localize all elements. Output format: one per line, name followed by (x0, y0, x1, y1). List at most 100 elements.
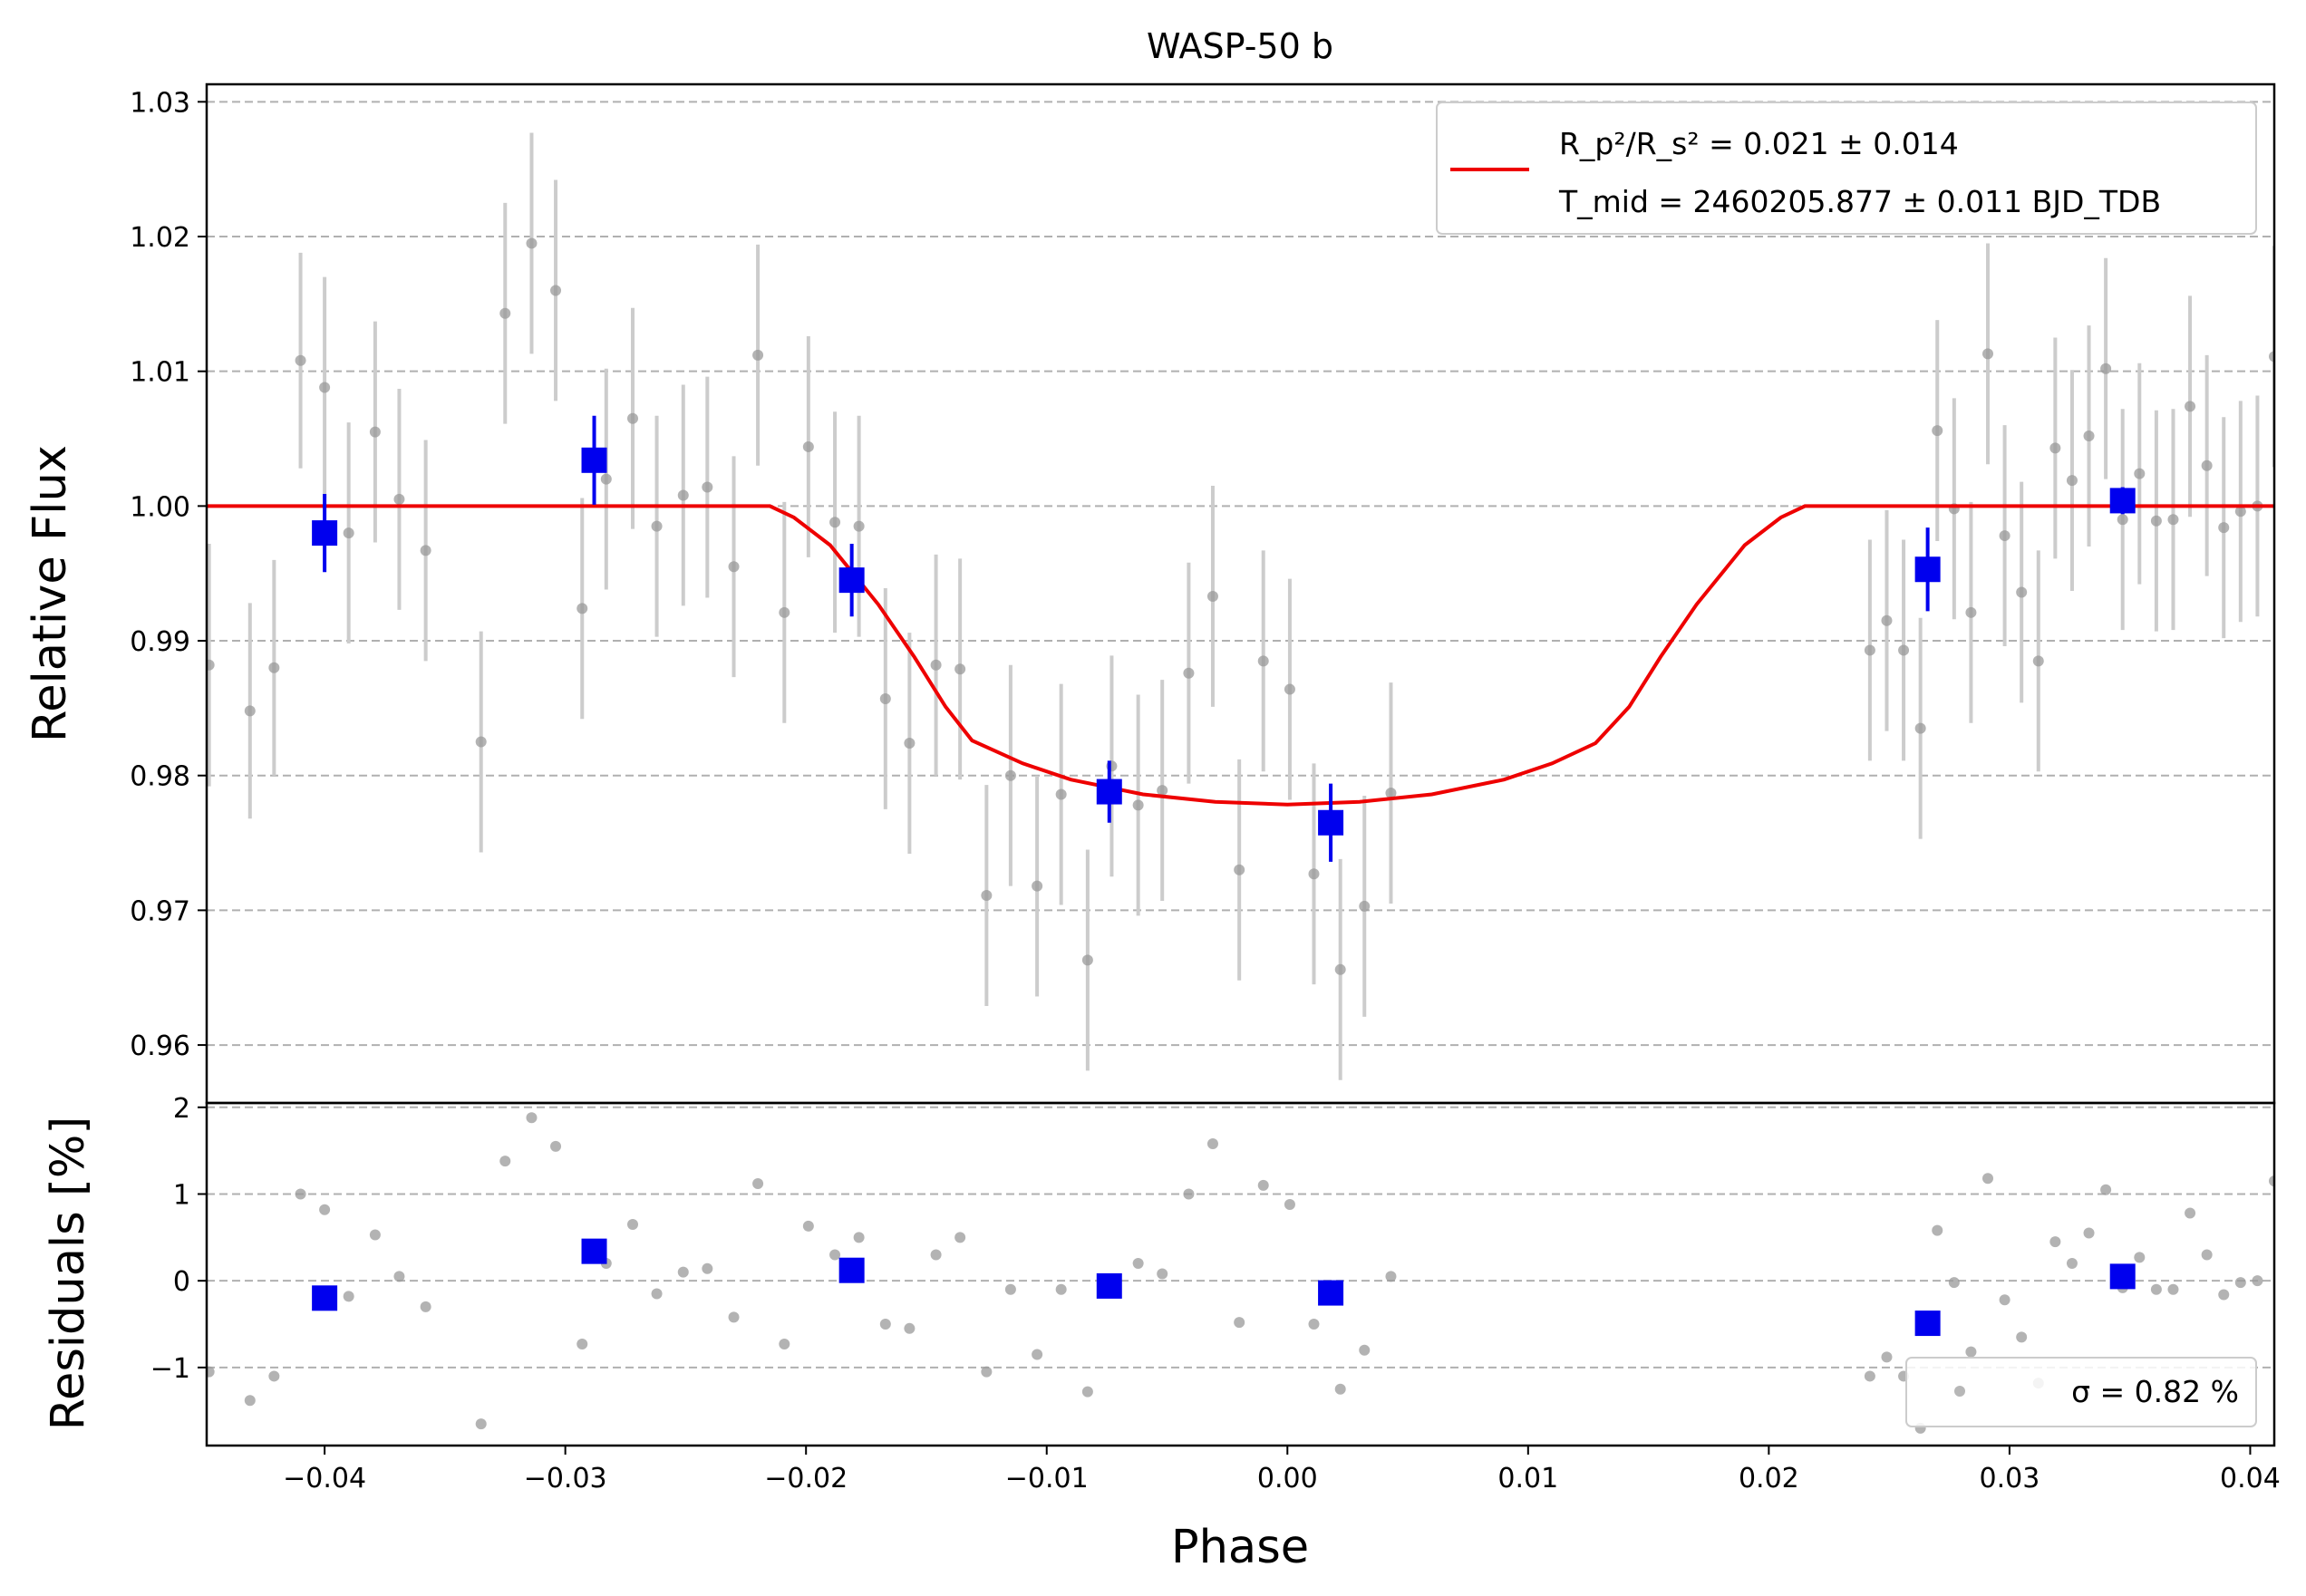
residual-point (2100, 1184, 2112, 1195)
raw-data-point (2167, 514, 2179, 526)
binned-residual-point (1096, 1272, 1122, 1299)
raw-data-point (207, 659, 215, 671)
raw-data-point (1157, 785, 1168, 797)
residual-point (576, 1339, 588, 1350)
raw-data-point (369, 426, 381, 438)
residual-point (779, 1339, 790, 1350)
raw-data-point (475, 736, 487, 748)
binned-data-point (1318, 809, 1344, 836)
binned-residual-point (2109, 1263, 2136, 1290)
raw-data-point (954, 663, 966, 675)
residual-point (526, 1112, 538, 1124)
bottom-binned-points (312, 1238, 2136, 1337)
raw-data-point (702, 481, 713, 493)
raw-data-point (627, 412, 639, 424)
residual-point (2083, 1227, 2095, 1239)
residual-point (1308, 1319, 1320, 1330)
raw-data-point (600, 473, 612, 485)
raw-data-point (1881, 614, 1893, 626)
raw-data-point (1914, 722, 1926, 734)
binned-data-point (838, 567, 865, 594)
residual-point (499, 1156, 511, 1167)
top-y-tick-label: 0.98 (130, 761, 190, 793)
raw-data-point (319, 382, 331, 393)
x-tick-label: −0.03 (524, 1463, 607, 1494)
residual-legend: σ = 0.82 % (1905, 1357, 2257, 1427)
binned-residual-point (1914, 1311, 1941, 1337)
raw-data-point (1385, 788, 1397, 799)
x-tick-label: 0.02 (1739, 1463, 1799, 1494)
residual-point (1999, 1294, 2010, 1306)
binned-residual-point (581, 1238, 607, 1264)
raw-data-point (1932, 425, 1943, 437)
residual-point (802, 1220, 814, 1232)
raw-data-point (1183, 667, 1195, 679)
raw-data-point (853, 520, 865, 532)
residual-point (1206, 1137, 1218, 1149)
raw-data-point (1132, 799, 1144, 811)
binned-residual-point (838, 1257, 865, 1283)
bottom-y-ticks: −1 0 1 2 (150, 1093, 207, 1385)
raw-data-point (2016, 586, 2028, 598)
residual-point (702, 1262, 713, 1274)
top-y-tick-label: 1.02 (130, 222, 190, 254)
binned-residual-point (1318, 1280, 1344, 1306)
raw-data-point (295, 354, 306, 366)
bottom-ylabel: Residuals [%] (42, 1117, 95, 1430)
residual-point (2185, 1207, 2196, 1219)
residual-point (1864, 1370, 1875, 1382)
x-tick-label: −0.04 (283, 1463, 366, 1494)
residual-point (2066, 1258, 2078, 1270)
residual-point (2252, 1275, 2263, 1287)
raw-data-point (1004, 769, 1016, 781)
raw-data-point (1965, 606, 1977, 618)
x-tick-label: −0.01 (1005, 1463, 1089, 1494)
raw-data-point (1032, 880, 1043, 892)
model-legend-box (1436, 102, 2257, 235)
residual-point (1132, 1258, 1144, 1270)
x-axis-label: Phase (1171, 1521, 1309, 1574)
residual-point (853, 1232, 865, 1243)
top-y-tick-label: 0.97 (130, 895, 190, 927)
binned-data-point (312, 520, 338, 547)
model-legend-line1: R_p²/R_s² = 0.021 ± 0.014 (1559, 126, 1959, 161)
raw-data-point (393, 493, 405, 505)
residual-point (1183, 1188, 1195, 1200)
binned-data-point (2109, 488, 2136, 514)
raw-data-point (526, 237, 538, 249)
raw-data-point (576, 603, 588, 614)
residual-point (550, 1140, 562, 1152)
x-tick-label: 0.04 (2220, 1463, 2281, 1494)
raw-data-point (2185, 401, 2196, 412)
raw-data-point (2201, 459, 2213, 471)
residual-point (207, 1366, 215, 1378)
residual-point (1932, 1224, 1943, 1236)
residual-legend-label: σ = 0.82 % (2071, 1374, 2239, 1409)
raw-data-point (1284, 683, 1295, 695)
chart-title: WASP-50 b (1147, 26, 1333, 66)
residual-point (728, 1311, 740, 1323)
residual-point (369, 1229, 381, 1241)
raw-data-point (779, 606, 790, 618)
bottom-raw-points (207, 1112, 2274, 1434)
raw-data-point (268, 662, 280, 673)
raw-data-point (2150, 515, 2162, 527)
residual-point (268, 1370, 280, 1382)
residual-point (319, 1204, 331, 1215)
residual-point (1081, 1386, 1093, 1398)
residual-point (879, 1319, 891, 1330)
raw-data-point (930, 659, 942, 671)
raw-data-point (1359, 900, 1371, 912)
raw-data-point (2218, 522, 2230, 534)
raw-data-point (2134, 468, 2146, 479)
raw-data-point (2032, 655, 2044, 667)
residual-point (295, 1188, 306, 1200)
residual-point (2218, 1289, 2230, 1301)
residual-point (1157, 1268, 1168, 1280)
raw-data-point (651, 520, 663, 532)
residual-point (475, 1418, 487, 1430)
residual-point (677, 1266, 689, 1278)
top-y-tick-label: 1.00 (130, 491, 190, 523)
residual-point (420, 1301, 431, 1312)
binned-data-point (581, 447, 607, 473)
